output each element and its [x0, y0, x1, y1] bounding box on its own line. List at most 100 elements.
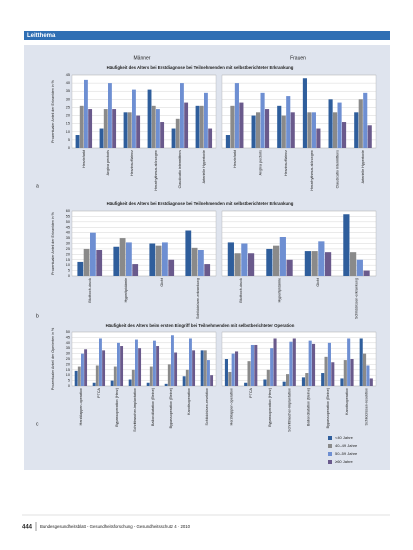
- y-tick-label: 30: [66, 97, 70, 101]
- bar: [123, 112, 128, 148]
- x-tick-label: Herzrhythmus-störungen: [154, 150, 158, 191]
- x-tick-label: Angina pectoris: [258, 150, 262, 176]
- x-tick-label: Claudicatio intermittens: [335, 150, 339, 188]
- bar: [354, 112, 359, 148]
- y-tick-label: 5: [68, 379, 70, 383]
- bar: [367, 125, 372, 148]
- y-axis-label: Prozentualer Anteil der Erkrankten in %: [51, 211, 55, 275]
- bar: [132, 89, 136, 148]
- bar: [369, 378, 373, 386]
- bar: [132, 264, 139, 276]
- legend-label: <40 Jahre: [335, 435, 354, 440]
- bar: [316, 128, 321, 148]
- y-axis-label: Prozentualer Anteil der Operierten in %: [51, 327, 55, 390]
- bar: [254, 344, 258, 386]
- y-tick-label: 10: [66, 130, 70, 134]
- x-tick-label: Schilddrüsen-resektion: [205, 388, 209, 426]
- bar: [198, 250, 204, 276]
- bar: [95, 365, 99, 386]
- bar: [108, 83, 112, 148]
- bar: [308, 340, 312, 386]
- bar: [363, 353, 367, 386]
- panel-label: a: [36, 183, 39, 189]
- bar: [131, 369, 135, 386]
- bar: [307, 112, 312, 148]
- figure: Häufigkeit des Alters bei Erstdiagnose b…: [36, 65, 377, 464]
- bar: [113, 366, 117, 386]
- x-tick-label: Herzinfarkt: [82, 150, 86, 168]
- bar: [92, 382, 96, 386]
- bar: [189, 338, 192, 386]
- bar: [88, 109, 93, 148]
- bar: [156, 346, 160, 386]
- y-tick-label: 35: [66, 346, 70, 350]
- y-tick-label: 20: [66, 252, 70, 256]
- bar: [84, 349, 88, 386]
- y-tick-label: 50: [66, 220, 70, 224]
- bar: [171, 335, 174, 386]
- bar: [350, 359, 354, 386]
- y-tick-label: 60: [66, 209, 70, 213]
- x-tick-label: Bluthoch-druck: [88, 278, 92, 303]
- bar: [279, 237, 286, 276]
- y-tick-label: 15: [66, 368, 70, 372]
- x-tick-label: Arterielle Hypertonie: [361, 150, 365, 183]
- x-tick-label: Herzinsuffizienz: [130, 150, 134, 176]
- bar: [90, 232, 96, 276]
- bar: [311, 251, 318, 276]
- bar: [127, 112, 132, 148]
- y-tick-label: 5: [68, 138, 70, 142]
- bar: [281, 115, 286, 148]
- bar: [328, 99, 333, 148]
- bar: [270, 348, 274, 386]
- bar: [175, 118, 180, 148]
- legend-label: 40–49 Jahre: [335, 443, 358, 448]
- bar: [147, 89, 152, 148]
- bar: [151, 105, 156, 148]
- x-tick-label: Schilddrüsen-erkrankung: [355, 278, 359, 319]
- bar: [228, 371, 232, 386]
- bar: [251, 115, 256, 148]
- y-tick-label: 20: [66, 114, 70, 118]
- bar: [301, 377, 305, 386]
- y-tick-label: 40: [66, 341, 70, 345]
- bar: [199, 105, 204, 148]
- bar: [321, 373, 325, 386]
- bar: [292, 338, 296, 386]
- y-tick-label: 5: [68, 269, 70, 273]
- y-tick-label: 30: [66, 242, 70, 246]
- bar: [192, 350, 196, 386]
- bar: [363, 92, 368, 148]
- bar: [200, 350, 204, 386]
- chart-title: Häufigkeit des Alters bei Erstdiagnose b…: [107, 65, 294, 70]
- bar: [164, 383, 168, 386]
- bar: [75, 135, 80, 148]
- bar: [113, 246, 120, 276]
- bar: [191, 247, 198, 276]
- bar: [203, 350, 207, 386]
- x-tick-label: Schilddrüsen-erkrankung: [196, 278, 200, 319]
- bar: [117, 342, 120, 386]
- bar: [138, 348, 142, 386]
- bar: [305, 373, 309, 386]
- bar: [266, 248, 273, 276]
- bar: [289, 341, 293, 386]
- bar: [340, 378, 344, 386]
- bar: [195, 105, 200, 148]
- y-axis-label: Prozentualer Anteil der Erkrankten in %: [51, 79, 55, 143]
- bar: [149, 243, 156, 276]
- bar: [77, 261, 84, 276]
- y-tick-label: 15: [66, 258, 70, 262]
- y-tick-label: 25: [66, 105, 70, 109]
- panel-label: c: [36, 421, 39, 427]
- bar: [99, 338, 102, 386]
- section-title: Leitthema: [27, 33, 56, 39]
- y-tick-label: 55: [66, 214, 70, 218]
- bar: [112, 109, 117, 148]
- y-tick-label: 40: [66, 231, 70, 235]
- bar: [256, 112, 261, 148]
- bar: [156, 109, 160, 148]
- y-tick-label: 45: [66, 225, 70, 229]
- bar: [341, 122, 347, 148]
